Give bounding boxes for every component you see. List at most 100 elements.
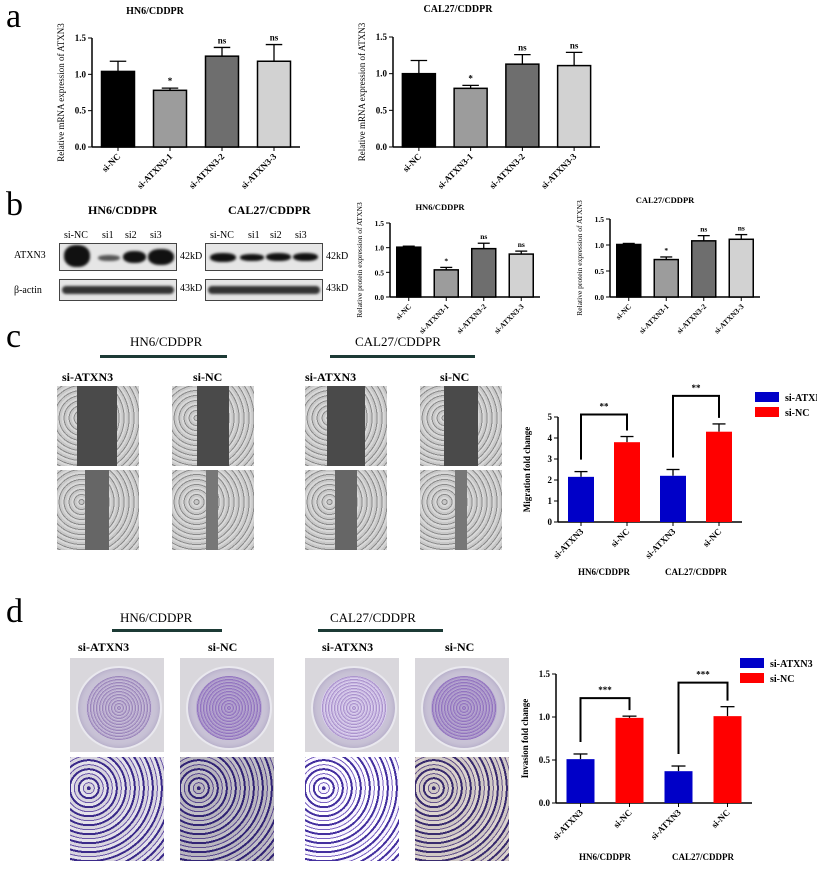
y-tick-label: 0.0 [376, 142, 388, 152]
legend-label: si-ATXN3 [785, 393, 817, 404]
significance-bracket [677, 681, 729, 755]
blot-atxn3-hn6 [59, 243, 177, 271]
transwell-image [180, 757, 274, 861]
protein-label: β-actin [14, 285, 42, 296]
x-tick-label: si-ATXN3-2 [187, 151, 227, 191]
group-label: HN6/CDDPR [579, 852, 631, 862]
significance-label: ns [270, 33, 279, 43]
bar [396, 246, 422, 298]
x-tick-label: si-ATXN3-2 [675, 302, 709, 336]
bar [615, 717, 644, 803]
y-tick-label: 0.5 [375, 268, 385, 277]
bar [616, 243, 642, 298]
y-tick-label: 0.0 [539, 798, 551, 808]
y-axis-label: Relative protein expression of ATXN3 [575, 200, 584, 316]
migration-header-hn6: HN6/CDDPR [130, 334, 203, 349]
x-tick-label: si-NC [701, 526, 724, 549]
x-tick-label: si-ATXN3-3 [539, 151, 579, 191]
bar [653, 258, 679, 298]
significance-label: ** [600, 402, 610, 412]
blot-group-cal27: CAL27/CDDPR [228, 203, 311, 217]
y-axis-label: Relative mRNA expression of ATXN3 [357, 22, 367, 161]
y-tick-label: 0.0 [75, 142, 87, 152]
y-tick-label: 1.0 [376, 69, 388, 79]
bar [204, 55, 240, 148]
x-tick-label: si-ATXN3-2 [487, 151, 527, 191]
y-tick-label: 1.5 [539, 669, 551, 679]
lane-label: si1 [248, 230, 260, 241]
y-tick-label: 4 [548, 433, 553, 443]
bar [664, 771, 693, 803]
significance-label: * [168, 76, 173, 86]
significance-label: ns [218, 35, 227, 45]
significance-bracket [579, 697, 631, 742]
y-tick-label: 1.5 [75, 33, 87, 43]
y-tick-label: 0 [548, 517, 553, 527]
bar-chart-1: HN6/CDDPR 0.0 0.5 1.0 1.5 Relative mRNA expre… [56, 6, 300, 191]
chart-title: CAL27/CDDPR [636, 195, 695, 205]
x-tick-label: si-ATXN3-1 [135, 151, 175, 191]
x-tick-label: si-ATXN3-1 [436, 151, 476, 191]
y-tick-label: 1.0 [539, 712, 551, 722]
y-tick-label: 2 [548, 475, 553, 485]
legend-label: si-ATXN3 [770, 659, 813, 670]
group-label: CAL27/CDDPR [672, 852, 734, 862]
x-tick-label: si-NC [611, 807, 634, 830]
size-label: 43kD [180, 283, 203, 294]
column-label: si-ATXN3 [78, 640, 130, 654]
bar-chart-5: 0 1 2 3 4 5 Migration fold change si-ATXN3 si-NC… [522, 383, 817, 577]
bar [713, 716, 742, 803]
y-tick-label: 1 [548, 496, 553, 506]
bar [471, 247, 497, 298]
column-label: si-NC [440, 370, 470, 384]
x-tick-label: si-ATXN3 [643, 526, 678, 561]
divider [318, 629, 443, 632]
dish-image [180, 658, 274, 752]
significance-label: ns [480, 232, 487, 241]
y-tick-label: 0.0 [375, 293, 385, 302]
y-tick-label: 1.5 [376, 32, 388, 42]
significance-label: *** [598, 685, 612, 695]
y-tick-label: 1.5 [375, 219, 385, 228]
group-label: HN6/CDDPR [578, 567, 630, 577]
significance-label: ns [700, 225, 707, 234]
x-tick-label: si-ATXN3 [551, 807, 586, 842]
y-axis-label: Relative mRNA expression of ATXN3 [56, 23, 66, 162]
size-label: 42kD [326, 251, 349, 262]
x-tick-label: si-ATXN3 [649, 807, 684, 842]
x-tick-label: si-ATXN3-3 [492, 302, 526, 336]
wound-image [305, 470, 387, 550]
y-tick-label: 0.5 [376, 105, 388, 115]
chart-title: HN6/CDDPR [126, 6, 185, 17]
blot-actin-cal27 [205, 279, 323, 301]
panel-label-d: d [6, 593, 23, 630]
bar [556, 64, 592, 148]
bar [433, 269, 459, 298]
legend-swatch [740, 673, 764, 683]
bar-chart-2: CAL27/CDDPR 0.0 0.5 1.0 1.5 Relative mRNA exp… [357, 4, 600, 191]
column-label: si-ATXN3 [322, 640, 374, 654]
bar [401, 72, 437, 148]
significance-label: ** [692, 383, 702, 393]
x-tick-label: si-NC [401, 151, 424, 174]
bar-chart-6: 0.0 0.5 1.0 1.5 Invasion fold change si-ATXN3… [520, 658, 813, 862]
x-tick-label: si-NC [394, 302, 413, 321]
y-tick-label: 1.0 [375, 244, 385, 253]
y-tick-label: 1.5 [595, 215, 605, 224]
bar [453, 87, 488, 148]
bar [256, 60, 292, 148]
lane-label: si-NC [64, 230, 88, 241]
significance-label: ns [738, 224, 745, 233]
legend-swatch [740, 658, 764, 668]
lane-label: si3 [295, 230, 307, 241]
size-label: 42kD [180, 251, 203, 262]
x-tick-label: si-NC [609, 526, 632, 549]
wound-image [57, 470, 139, 550]
legend-label: si-NC [785, 408, 809, 419]
blot-actin-hn6 [59, 279, 177, 301]
size-label: 43kD [326, 283, 349, 294]
bar-chart-4: CAL27/CDDPR 0.0 0.5 1.0 1.5 Relative protein … [575, 195, 760, 335]
divider [100, 355, 227, 358]
